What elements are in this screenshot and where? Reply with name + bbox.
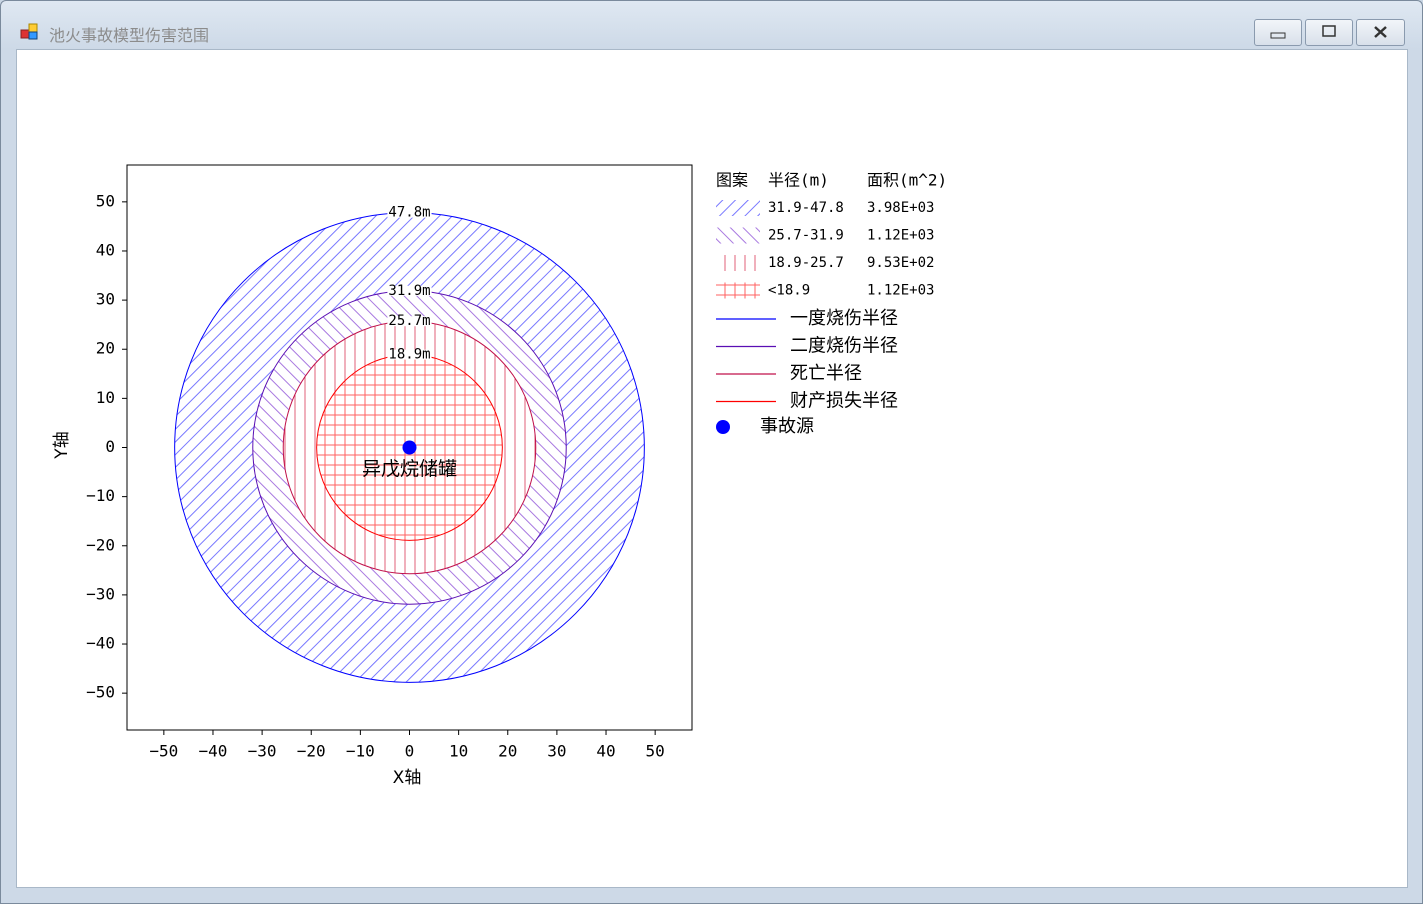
legend-range: 31.9-47.8 — [768, 200, 844, 216]
y-tick-label: −50 — [86, 683, 115, 702]
x-tick-label: −30 — [248, 742, 277, 761]
y-tick-label: 10 — [96, 388, 115, 407]
legend-swatch — [716, 255, 760, 271]
x-tick-label: 20 — [498, 742, 517, 761]
x-tick-label: 30 — [547, 742, 566, 761]
minimize-button[interactable] — [1254, 19, 1302, 46]
window-title: 池火事故模型伤害范围 — [49, 26, 210, 45]
x-tick-label: 0 — [405, 742, 415, 761]
legend-area: 3.98E+03 — [867, 200, 934, 216]
label-background — [387, 207, 432, 218]
y-axis-label: Y轴 — [52, 431, 72, 459]
y-tick-label: −20 — [86, 535, 115, 554]
hazard-zone — [174, 212, 645, 683]
x-axis-label: X轴 — [393, 768, 422, 788]
legend-swatch — [716, 200, 760, 216]
x-tick-label: 50 — [646, 742, 665, 761]
label-background — [387, 285, 432, 296]
x-tick-label: −50 — [149, 742, 178, 761]
legend-label: 二度烧伤半径 — [790, 336, 898, 357]
x-tick-label: −10 — [346, 742, 375, 761]
label-background — [387, 316, 432, 327]
radius-label: 31.9m — [388, 283, 430, 299]
y-tick-label: −10 — [86, 486, 115, 505]
legend-header: 图案 — [716, 171, 748, 190]
legend-range: 18.9-25.7 — [768, 255, 844, 271]
source-annotation: 异戊烷储罐 — [362, 458, 457, 480]
legend-area: 1.12E+03 — [867, 283, 934, 299]
y-tick-label: 20 — [96, 339, 115, 358]
label-background — [387, 349, 432, 360]
x-tick-label: 40 — [596, 742, 615, 761]
y-tick-label: 40 — [96, 240, 115, 259]
legend-range: <18.9 — [768, 283, 810, 299]
radius-label: 18.9m — [388, 347, 430, 363]
close-button[interactable] — [1356, 19, 1405, 46]
legend-header: 半径(m) — [768, 171, 829, 190]
legend-marker — [716, 420, 730, 434]
legend-range: 25.7-31.9 — [768, 228, 844, 244]
legend-label: 一度烧伤半径 — [790, 308, 898, 329]
x-tick-label: −40 — [199, 742, 228, 761]
radius-label: 25.7m — [388, 313, 430, 329]
legend-label: 事故源 — [760, 416, 814, 437]
accident-source — [402, 440, 417, 455]
app-icon — [20, 23, 38, 40]
legend-label: 财产损失半径 — [790, 391, 898, 412]
y-tick-label: 50 — [96, 191, 115, 210]
legend-label: 死亡半径 — [790, 363, 862, 384]
y-tick-label: −30 — [86, 584, 115, 603]
y-tick-label: 0 — [105, 437, 115, 456]
legend-area: 9.53E+02 — [867, 255, 934, 271]
y-tick-label: 30 — [96, 290, 115, 309]
y-tick-label: −40 — [86, 634, 115, 653]
maximize-button[interactable] — [1305, 19, 1353, 46]
legend-area: 1.12E+03 — [867, 228, 934, 244]
x-tick-label: 10 — [449, 742, 468, 761]
x-tick-label: −20 — [297, 742, 326, 761]
legend-swatch — [716, 282, 760, 299]
legend-header: 面积(m^2) — [867, 171, 947, 190]
radius-label: 47.8m — [388, 205, 430, 221]
legend-swatch — [716, 227, 760, 244]
